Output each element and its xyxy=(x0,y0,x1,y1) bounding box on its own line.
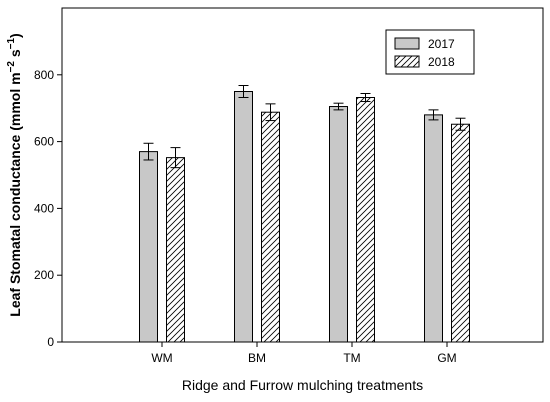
y-tick-label: 400 xyxy=(34,201,54,215)
bar-2017-WM xyxy=(139,151,158,343)
x-tick-label: BM xyxy=(248,351,266,365)
legend-swatch-2017 xyxy=(394,37,420,50)
y-tick-label: 0 xyxy=(47,335,54,349)
bar-2018-BM xyxy=(261,111,280,343)
legend-label-2018: 2018 xyxy=(428,55,455,69)
bar-2018-TM xyxy=(356,97,375,343)
y-tick-label: 200 xyxy=(34,268,54,282)
x-tick-label: WM xyxy=(151,351,172,365)
y-tick-label: 600 xyxy=(34,135,54,149)
legend-label-2017: 2017 xyxy=(428,37,455,51)
bar-2018-GM xyxy=(451,123,470,343)
bar-2018-WM xyxy=(166,157,185,343)
x-axis-title: Ridge and Furrow mulching treatments xyxy=(182,377,423,393)
plot-area-frame xyxy=(61,7,544,343)
x-tick-label: GM xyxy=(437,351,456,365)
y-tick-label: 800 xyxy=(34,68,54,82)
bar-2017-GM xyxy=(424,114,443,343)
x-tick-label: TM xyxy=(343,351,360,365)
y-axis-title: Leaf Stomatal conductance (mmol m−2 s−1) xyxy=(6,33,23,316)
bar-2017-TM xyxy=(329,106,348,343)
legend: 2017 2018 xyxy=(385,29,475,75)
legend-swatch-2018 xyxy=(394,55,420,68)
bar-2017-BM xyxy=(234,91,253,343)
legend-box xyxy=(385,29,475,75)
